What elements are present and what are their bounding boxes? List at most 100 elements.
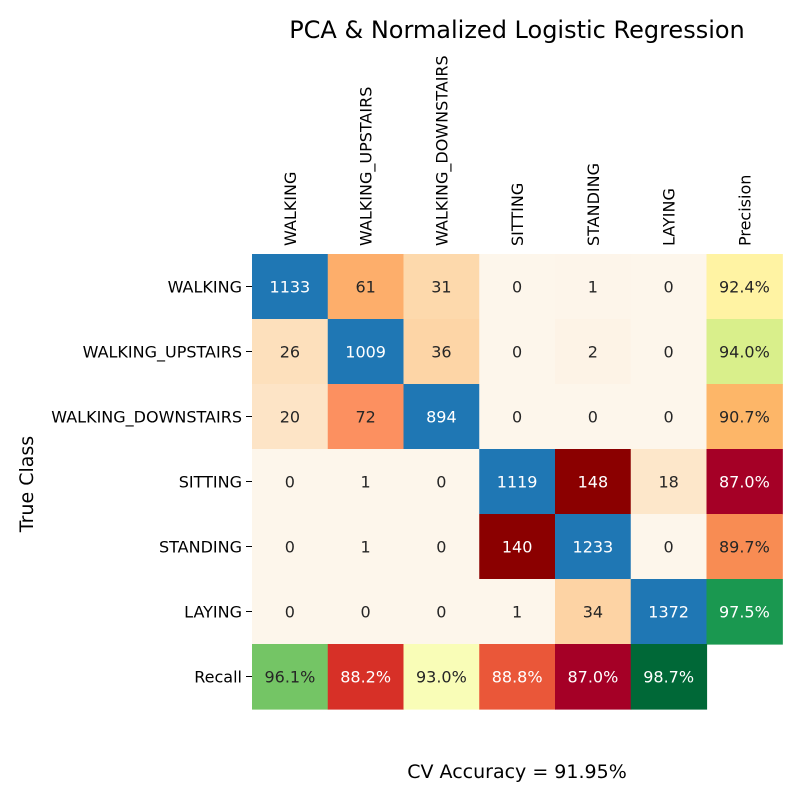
matrix-r2-c0-cell	[252, 384, 329, 450]
matrix-r1-c0-value: 26	[280, 343, 300, 362]
matrix-r4-c1-cell	[327, 514, 405, 580]
precision-r2-cell	[706, 384, 783, 450]
matrix-r0-c0-cell	[252, 254, 329, 320]
matrix-r2-c1-cell	[327, 384, 405, 450]
matrix-r3-c3-value: 1119	[497, 473, 538, 492]
matrix-r2-c4-cell	[555, 384, 632, 450]
matrix-r1-c2-value: 36	[431, 343, 451, 362]
precision-r1-cell	[706, 319, 783, 385]
matrix-r1-c5-value: 0	[664, 343, 674, 362]
cv-accuracy-label: CV Accuracy = 91.95%	[407, 761, 627, 783]
precision-r5-cell	[706, 579, 783, 645]
matrix-r4-c0-value: 0	[285, 538, 295, 557]
matrix-r5-c2-value: 0	[436, 603, 446, 622]
matrix-r2-c0-value: 20	[280, 408, 300, 427]
matrix-r1-c2-cell	[403, 319, 480, 385]
matrix-r0-c2-cell	[403, 254, 480, 320]
matrix-r0-c5-value: 0	[664, 278, 674, 297]
matrix-r5-c4-value: 34	[583, 603, 603, 622]
matrix-r5-c4-cell	[555, 579, 632, 645]
column-label: STANDING	[584, 163, 603, 246]
matrix-r5-c1-value: 0	[361, 603, 371, 622]
recall-c1-value: 88.2%	[340, 668, 391, 687]
matrix-r5-c3-value: 1	[512, 603, 522, 622]
matrix-r3-c4-cell	[555, 449, 632, 515]
matrix-r4-c4-value: 1233	[573, 538, 614, 557]
matrix-r4-c0-cell	[252, 514, 329, 580]
matrix-r3-c0-cell	[252, 449, 329, 515]
column-label: WALKING_DOWNSTAIRS	[432, 55, 452, 246]
matrix-r2-c5-value: 0	[664, 408, 674, 427]
row-label: STANDING	[159, 538, 242, 557]
matrix-r2-c2-value: 894	[426, 408, 457, 427]
recall-c2-cell	[403, 644, 480, 710]
matrix-r3-c2-value: 0	[436, 473, 446, 492]
recall-c3-cell	[479, 644, 556, 710]
matrix-r2-c1-value: 72	[355, 408, 375, 427]
matrix-r0-c1-value: 61	[355, 278, 375, 297]
column-label: LAYING	[660, 188, 679, 246]
matrix-r2-c2-cell	[403, 384, 480, 450]
precision-r5-value: 97.5%	[719, 603, 770, 622]
matrix-r0-c2-value: 31	[431, 278, 451, 297]
precision-r3-value: 87.0%	[719, 473, 770, 492]
matrix-r4-c3-cell	[479, 514, 556, 580]
heatmap-cells: 1133 61 31 0 1 0 92.4%26 1009 36 0 2 0 94.0%20 72 894 0…	[252, 254, 783, 710]
recall-c2-value: 93.0%	[416, 668, 467, 687]
row-label: WALKING_UPSTAIRS	[83, 343, 242, 363]
row-label: SITTING	[179, 473, 242, 492]
recall-c1-cell	[327, 644, 405, 710]
matrix-r5-c2-cell	[403, 579, 480, 645]
precision-r1-value: 94.0%	[719, 343, 770, 362]
matrix-r0-c0-value: 1133	[270, 278, 311, 297]
column-label: SITTING	[508, 183, 527, 246]
matrix-r2-c3-cell	[479, 384, 556, 450]
precision-r0-cell	[706, 254, 783, 320]
matrix-r3-c2-cell	[403, 449, 480, 515]
recall-c3-value: 88.8%	[492, 668, 543, 687]
row-label: WALKING_DOWNSTAIRS	[51, 408, 242, 428]
matrix-r3-c5-value: 18	[658, 473, 678, 492]
matrix-r3-c4-value: 148	[578, 473, 609, 492]
matrix-r1-c4-value: 2	[588, 343, 598, 362]
matrix-r4-c5-value: 0	[664, 538, 674, 557]
matrix-r2-c3-value: 0	[512, 408, 522, 427]
recall-c0-cell	[252, 644, 329, 710]
matrix-r1-c1-value: 1009	[345, 343, 386, 362]
matrix-r1-c5-cell	[630, 319, 708, 385]
matrix-r3-c1-cell	[327, 449, 405, 515]
matrix-r5-c0-value: 0	[285, 603, 295, 622]
row-label: WALKING	[168, 278, 242, 297]
matrix-r0-c4-value: 1	[588, 278, 598, 297]
y-axis-label: True Class	[16, 436, 38, 533]
matrix-r0-c4-cell	[555, 254, 632, 320]
matrix-r5-c5-value: 1372	[648, 603, 689, 622]
matrix-r4-c5-cell	[630, 514, 708, 580]
column-label: WALKING_UPSTAIRS	[357, 87, 377, 246]
matrix-r4-c1-value: 1	[361, 538, 371, 557]
row-label: LAYING	[184, 603, 242, 622]
recall-c4-value: 87.0%	[567, 668, 618, 687]
matrix-r1-c1-cell	[327, 319, 405, 385]
matrix-r4-c4-cell	[555, 514, 632, 580]
matrix-r1-c3-cell	[479, 319, 556, 385]
matrix-r4-c2-cell	[403, 514, 480, 580]
precision-r3-cell	[706, 449, 783, 515]
matrix-r1-c0-cell	[252, 319, 329, 385]
matrix-r4-c2-value: 0	[436, 538, 446, 557]
matrix-r0-c1-cell	[327, 254, 405, 320]
matrix-r5-c3-cell	[479, 579, 556, 645]
row-label: Recall	[194, 668, 242, 687]
column-label: WALKING	[281, 172, 300, 246]
precision-r4-value: 89.7%	[719, 538, 770, 557]
matrix-r3-c5-cell	[630, 449, 708, 515]
matrix-r0-c5-cell	[630, 254, 708, 320]
recall-c0-value: 96.1%	[264, 668, 315, 687]
recall-c5-value: 98.7%	[643, 668, 694, 687]
matrix-r1-c4-cell	[555, 319, 632, 385]
matrix-r1-c3-value: 0	[512, 343, 522, 362]
matrix-r2-c5-cell	[630, 384, 708, 450]
precision-r0-value: 92.4%	[719, 278, 770, 297]
matrix-r5-c1-cell	[327, 579, 405, 645]
